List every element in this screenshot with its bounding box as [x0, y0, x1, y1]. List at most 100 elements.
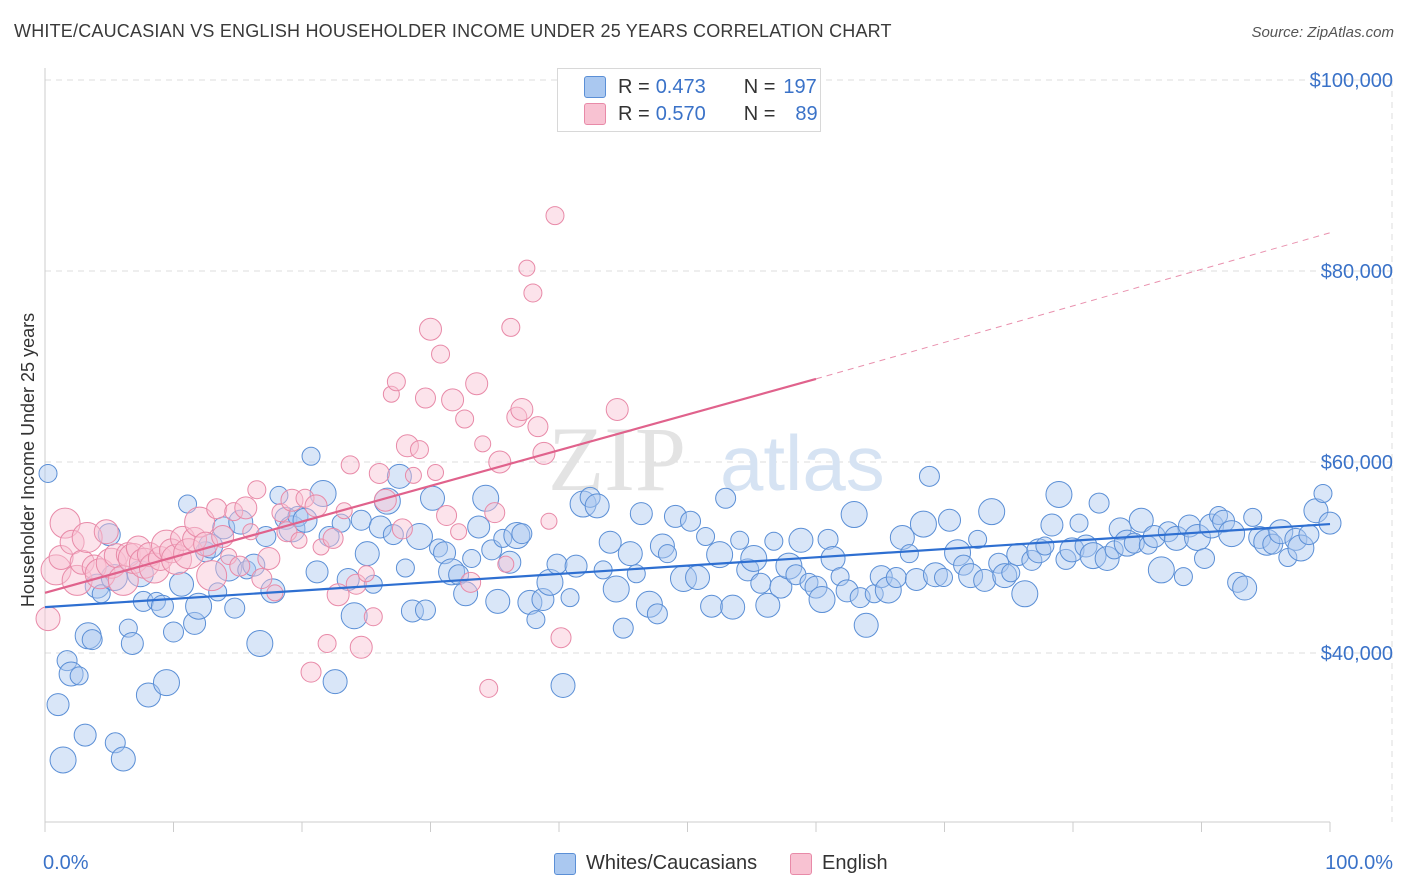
point-whites — [462, 548, 482, 568]
point-whites — [820, 545, 846, 571]
axes — [44, 68, 1331, 832]
point-english — [317, 633, 337, 653]
point-english — [290, 531, 308, 549]
point-english — [280, 488, 304, 512]
point-whites — [635, 590, 663, 618]
point-whites — [322, 669, 348, 695]
point-english — [349, 635, 373, 659]
point-english — [271, 503, 291, 523]
watermark-zip: ZIP — [548, 408, 686, 510]
point-english — [257, 546, 281, 570]
point-whites — [163, 621, 184, 643]
point-english — [382, 385, 400, 403]
point-english — [441, 388, 465, 412]
point-whites — [1209, 505, 1229, 525]
point-whites — [1088, 492, 1110, 514]
legend-row-whites: R = 0.473 N = 197 — [558, 73, 817, 101]
point-whites — [904, 567, 928, 591]
point-whites — [720, 594, 746, 620]
point-english — [474, 435, 492, 453]
y-tick-label: $100,000 — [1310, 70, 1393, 92]
point-whites — [1035, 536, 1055, 556]
point-whites — [255, 525, 277, 547]
legend-item-english: English — [790, 852, 888, 875]
point-english — [404, 466, 422, 484]
legend-row-english: R = 0.570 N = 89 — [558, 100, 818, 128]
point-whites — [602, 575, 630, 603]
point-english — [48, 545, 74, 570]
point-whites — [1173, 567, 1193, 587]
point-whites — [808, 586, 836, 614]
point-whites — [110, 746, 136, 772]
point-whites — [700, 594, 724, 618]
point-whites — [169, 571, 195, 597]
y-tick-label: $80,000 — [1321, 261, 1393, 283]
point-whites — [1128, 507, 1154, 533]
point-whites — [485, 588, 511, 614]
point-whites — [363, 574, 383, 594]
y-tick-label: $40,000 — [1321, 643, 1393, 665]
point-english — [605, 397, 629, 421]
n-value: 197 — [783, 75, 817, 98]
point-whites — [1123, 532, 1145, 554]
point-whites — [973, 568, 997, 592]
trend-line-english-extension — [815, 232, 1331, 380]
point-whites — [1218, 520, 1246, 548]
point-whites — [646, 603, 668, 625]
correlation-legend: R = 0.473 N = 197 R = 0.570 N = 89 — [557, 68, 821, 132]
point-english — [419, 317, 442, 341]
point-english — [93, 519, 119, 545]
point-english — [484, 502, 506, 524]
trend-line-whites — [44, 522, 1331, 609]
x-tick-label: 100.0% — [1325, 852, 1393, 874]
point-whites — [944, 539, 972, 567]
point-english — [35, 606, 61, 632]
legend-swatch-blue — [584, 76, 606, 98]
gridlines — [45, 79, 1393, 822]
point-english — [128, 547, 160, 579]
point-whites — [340, 602, 368, 630]
point-whites — [740, 544, 768, 572]
n-label: N = — [743, 102, 776, 125]
point-whites — [1040, 513, 1064, 537]
trend-lines — [44, 232, 1331, 609]
point-whites — [386, 463, 412, 489]
point-whites — [835, 579, 859, 603]
point-whites — [350, 509, 372, 531]
point-whites — [246, 629, 274, 657]
point-whites — [840, 501, 868, 529]
point-whites — [1268, 519, 1294, 545]
legend-label-english: English — [822, 852, 888, 874]
point-english — [251, 568, 273, 590]
point-english — [455, 409, 475, 429]
point-whites — [830, 567, 850, 587]
point-english — [386, 372, 406, 392]
r-value: 0.473 — [655, 75, 706, 98]
point-whites — [657, 544, 677, 564]
point-whites — [579, 486, 601, 508]
point-whites — [885, 567, 907, 589]
point-whites — [1059, 537, 1085, 563]
legend-swatch-pink — [790, 852, 812, 875]
point-english — [357, 565, 375, 583]
point-english — [479, 678, 499, 698]
point-english — [545, 206, 565, 226]
r-label: R = — [618, 75, 650, 98]
point-whites — [1262, 533, 1284, 555]
chart-title: WHITE/CAUCASIAN VS ENGLISH HOUSEHOLDER I… — [14, 21, 892, 41]
y-tick-label: $60,000 — [1321, 452, 1393, 474]
point-whites — [1011, 580, 1039, 608]
x-tick-label: 0.0% — [43, 852, 89, 874]
point-english — [345, 573, 367, 595]
point-whites — [1318, 511, 1342, 535]
point-whites — [1069, 513, 1089, 533]
point-whites — [467, 515, 491, 539]
point-whites — [799, 572, 819, 592]
point-whites — [696, 526, 716, 546]
point-english — [427, 464, 445, 482]
point-english — [184, 506, 216, 538]
point-whites — [918, 465, 940, 487]
point-english — [550, 627, 572, 649]
watermark-atlas: atlas — [720, 419, 885, 507]
